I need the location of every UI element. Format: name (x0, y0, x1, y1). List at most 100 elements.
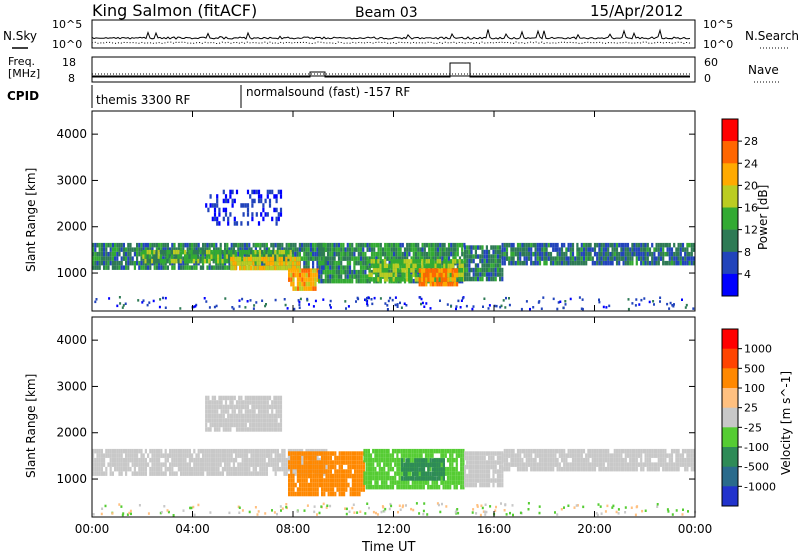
data-cell (384, 242, 387, 248)
data-cell (501, 242, 504, 248)
data-cell (474, 460, 477, 465)
data-cell (188, 242, 191, 248)
data-cell (345, 469, 348, 474)
data-cell (585, 457, 588, 463)
data-cell (485, 464, 488, 470)
data-cell (438, 259, 441, 264)
data-cell (305, 251, 308, 257)
data-cell (206, 457, 209, 463)
data-cell (379, 297, 382, 300)
data-cell (662, 448, 665, 454)
data-cell (357, 247, 360, 252)
data-cell (100, 256, 103, 261)
data-cell (155, 242, 158, 248)
colorbar-segment (722, 466, 738, 487)
data-cell (137, 299, 140, 302)
data-cell (463, 482, 467, 488)
data-cell (336, 455, 339, 461)
data-cell (272, 249, 275, 255)
data-cell (191, 457, 194, 463)
data-cell (334, 451, 337, 456)
data-cell (435, 480, 439, 485)
data-cell (345, 478, 348, 483)
data-cell (496, 254, 499, 259)
data-cell (269, 254, 272, 259)
data-cell (272, 265, 275, 271)
data-cell (228, 511, 231, 515)
data-cell (275, 221, 278, 226)
data-cell (105, 247, 108, 252)
data-cell (397, 277, 400, 282)
data-cell (226, 448, 229, 454)
data-cell (416, 458, 419, 463)
data-cell (624, 247, 627, 252)
data-cell (109, 462, 112, 467)
data-cell (133, 466, 136, 472)
data-cell (431, 462, 434, 468)
data-cell (223, 258, 226, 264)
data-cell (388, 278, 391, 284)
data-cell (356, 482, 359, 488)
data-cell (294, 251, 297, 257)
data-cell (125, 453, 128, 458)
data-cell (224, 453, 227, 458)
data-cell (552, 242, 555, 248)
data-cell (399, 247, 402, 252)
data-cell (180, 242, 183, 248)
data-cell (554, 453, 557, 458)
data-cell (462, 448, 465, 454)
data-cell (582, 448, 586, 454)
data-cell (175, 453, 178, 458)
data-cell (195, 254, 198, 259)
data-cell (440, 448, 443, 454)
data-cell (390, 269, 393, 275)
data-cell (238, 418, 241, 423)
data-cell (205, 409, 208, 414)
data-cell (508, 466, 511, 472)
data-cell (351, 482, 354, 488)
data-cell (383, 471, 386, 476)
data-cell (470, 473, 473, 479)
data-cell (457, 453, 461, 458)
data-cell (329, 482, 332, 488)
data-cell (363, 475, 366, 481)
colorbar-tick-label: 1000 (744, 343, 772, 356)
data-cell (463, 249, 467, 255)
data-cell (429, 277, 432, 282)
data-cell (532, 306, 535, 309)
x-tick-label: 00:00 (678, 522, 713, 536)
data-cell (294, 286, 297, 291)
data-cell (224, 207, 228, 213)
data-cell (474, 478, 477, 483)
data-cell (481, 258, 484, 264)
data-cell (435, 448, 439, 454)
data-cell (347, 482, 350, 488)
data-cell (336, 482, 339, 488)
data-cell (325, 482, 328, 488)
data-cell (125, 260, 128, 266)
data-cell (210, 471, 213, 476)
data-cell (235, 413, 239, 419)
data-cell (303, 460, 306, 465)
data-cell (452, 256, 455, 261)
data-cell (227, 395, 230, 401)
data-cell (384, 247, 387, 252)
data-cell (287, 457, 290, 463)
data-cell (195, 249, 198, 255)
data-cell (648, 300, 651, 304)
data-cell (690, 462, 693, 467)
data-cell (514, 260, 517, 266)
data-cell (458, 256, 462, 261)
colorbar-segment (722, 185, 738, 208)
data-cell (501, 478, 504, 483)
data-cell (501, 473, 504, 479)
data-cell (275, 395, 278, 401)
data-cell (571, 247, 575, 252)
data-cell (325, 451, 328, 456)
data-cell (466, 263, 469, 268)
data-cell (109, 251, 112, 257)
data-cell (207, 409, 210, 414)
data-cell (292, 491, 295, 497)
data-cell (547, 242, 550, 248)
data-cell (397, 242, 400, 248)
